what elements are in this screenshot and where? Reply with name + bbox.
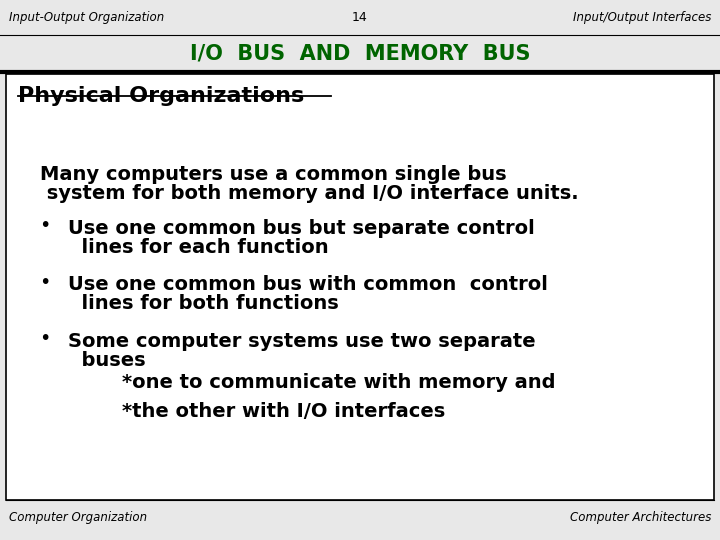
Text: buses: buses: [68, 351, 146, 370]
Text: lines for each function: lines for each function: [68, 238, 329, 256]
Text: •: •: [40, 329, 51, 348]
Text: *one to communicate with memory and: *one to communicate with memory and: [68, 373, 556, 392]
Text: 14: 14: [352, 11, 368, 24]
Text: •: •: [40, 216, 51, 235]
Text: *the other with I/O interfaces: *the other with I/O interfaces: [68, 402, 446, 421]
Text: Physical Organizations: Physical Organizations: [18, 86, 305, 106]
Text: lines for both functions: lines for both functions: [68, 294, 339, 313]
Text: Computer Architectures: Computer Architectures: [570, 511, 711, 524]
Text: •: •: [40, 273, 51, 292]
Text: Many computers use a common single bus: Many computers use a common single bus: [40, 165, 506, 184]
Text: Computer Organization: Computer Organization: [9, 511, 147, 524]
FancyBboxPatch shape: [0, 35, 720, 72]
FancyBboxPatch shape: [6, 74, 714, 500]
Text: Use one common bus but separate control: Use one common bus but separate control: [68, 219, 535, 238]
Text: I/O  BUS  AND  MEMORY  BUS: I/O BUS AND MEMORY BUS: [190, 43, 530, 64]
FancyBboxPatch shape: [0, 0, 720, 35]
Text: system for both memory and I/O interface units.: system for both memory and I/O interface…: [40, 184, 578, 202]
Text: Some computer systems use two separate: Some computer systems use two separate: [68, 332, 536, 351]
Text: Use one common bus with common  control: Use one common bus with common control: [68, 275, 548, 294]
Text: Input-Output Organization: Input-Output Organization: [9, 11, 164, 24]
Text: Input/Output Interfaces: Input/Output Interfaces: [573, 11, 711, 24]
